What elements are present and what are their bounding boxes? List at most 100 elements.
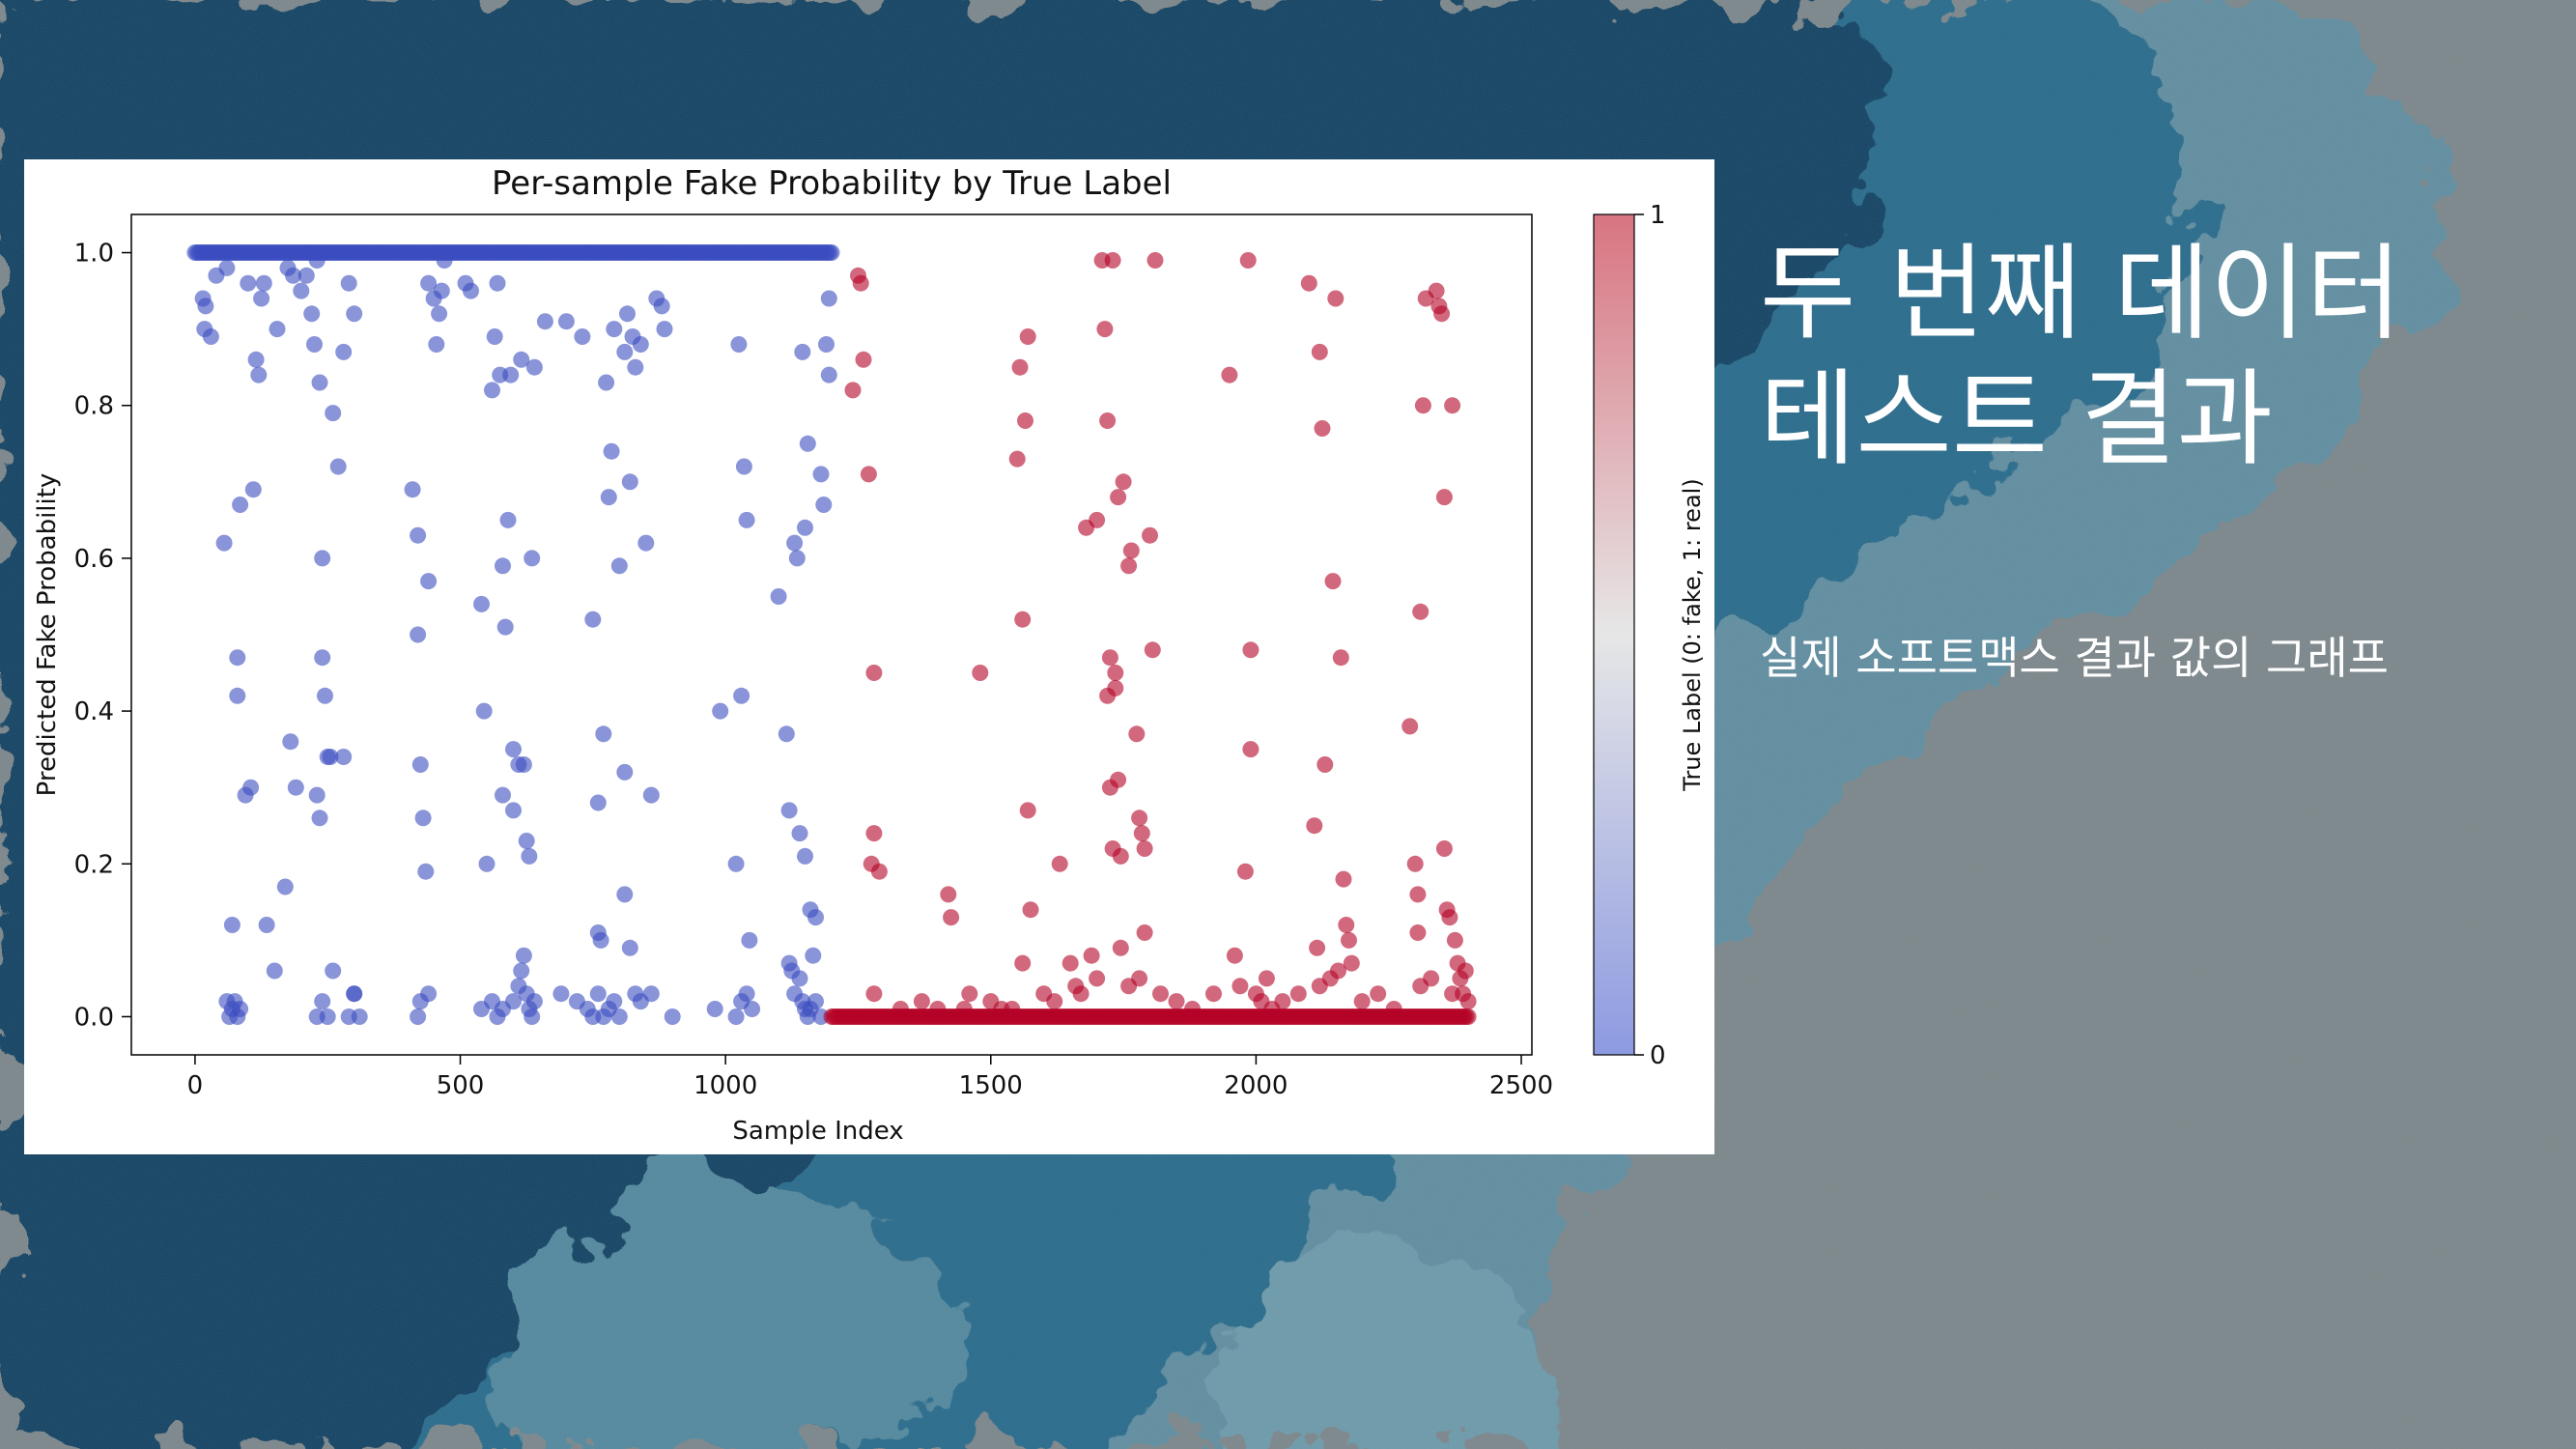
data-point xyxy=(1072,985,1090,1003)
data-point xyxy=(232,497,249,513)
data-point xyxy=(1258,970,1275,987)
heading-line-2: 테스트 결과 xyxy=(1760,359,2274,480)
data-point xyxy=(505,741,522,758)
data-point xyxy=(1107,679,1124,696)
data-point xyxy=(1226,947,1243,964)
y-tick-label: 0.6 xyxy=(74,545,114,574)
data-point xyxy=(1316,756,1334,773)
data-point xyxy=(266,962,283,980)
data-point xyxy=(276,878,294,895)
x-axis-ticks: 0 500 1000 1500 2000 2500 xyxy=(187,1055,1553,1100)
data-point xyxy=(788,550,806,567)
data-point xyxy=(255,274,272,292)
data-point xyxy=(410,1009,427,1025)
data-point xyxy=(1459,1009,1477,1025)
data-point xyxy=(244,481,262,498)
data-point xyxy=(431,305,448,323)
data-point xyxy=(1338,917,1355,933)
data-point xyxy=(1014,954,1032,972)
heading-line-1: 두 번째 데이터 xyxy=(1760,234,2402,355)
colorbar xyxy=(1593,213,1635,1056)
data-point xyxy=(610,1009,628,1025)
y-tick-label: 0.0 xyxy=(74,1003,114,1032)
data-point xyxy=(778,725,795,743)
data-point xyxy=(1115,473,1132,491)
data-point xyxy=(589,985,607,1003)
data-point xyxy=(552,985,570,1003)
data-point xyxy=(410,526,427,544)
colorbar-label: True Label (0: fake, 1: real) xyxy=(1679,478,1706,791)
data-point xyxy=(955,1001,973,1017)
slide-subtitle: 실제 소프트맥스 결과 값의 그래프 xyxy=(1760,632,2389,684)
data-point xyxy=(799,435,816,452)
data-point xyxy=(589,794,607,811)
data-point xyxy=(642,786,660,804)
data-point xyxy=(865,985,883,1003)
data-point xyxy=(325,962,342,980)
data-point xyxy=(820,366,837,384)
colorbar-tick-label: 0 xyxy=(1650,1041,1666,1070)
data-point xyxy=(1414,397,1431,414)
data-point xyxy=(865,825,883,842)
data-point xyxy=(515,947,532,964)
data-point xyxy=(436,252,453,269)
data-point xyxy=(1046,993,1063,1010)
data-point xyxy=(486,328,503,345)
data-point xyxy=(1112,939,1129,956)
data-point xyxy=(621,939,638,956)
data-point xyxy=(215,534,233,552)
data-point xyxy=(865,665,883,681)
data-point xyxy=(961,985,978,1003)
y-tick-label: 0.8 xyxy=(74,392,114,421)
data-point xyxy=(1311,978,1328,995)
data-point xyxy=(735,458,752,475)
data-point xyxy=(1221,366,1238,384)
data-point xyxy=(1242,641,1260,659)
data-point xyxy=(473,595,490,612)
data-point xyxy=(420,573,438,590)
data-point xyxy=(322,749,339,765)
data-point xyxy=(741,931,758,949)
data-point xyxy=(346,305,363,323)
data-point xyxy=(786,534,804,552)
data-point xyxy=(1144,641,1161,659)
data-point xyxy=(656,321,673,338)
data-point xyxy=(1019,328,1036,345)
data-point xyxy=(1433,305,1451,323)
data-point xyxy=(428,336,445,353)
data-point xyxy=(297,267,315,284)
data-point xyxy=(820,290,837,307)
data-point xyxy=(314,993,331,1010)
data-point xyxy=(616,886,634,903)
data-point xyxy=(730,336,748,353)
colorbar-tick-label: 1 xyxy=(1650,201,1666,230)
data-point xyxy=(1099,412,1117,429)
data-point xyxy=(598,374,615,391)
data-point xyxy=(794,343,811,360)
y-axis-label: Predicted Fake Probability xyxy=(33,473,62,797)
data-point xyxy=(346,985,363,1003)
data-point xyxy=(525,993,543,1010)
data-point xyxy=(1412,603,1430,620)
data-point xyxy=(518,833,535,849)
data-point xyxy=(592,931,609,949)
data-point xyxy=(632,336,649,353)
data-point xyxy=(1300,274,1317,292)
data-point xyxy=(606,993,623,1010)
data-point xyxy=(1314,420,1331,437)
data-point xyxy=(892,1001,909,1017)
data-point xyxy=(513,962,530,980)
scatter-chart: 0 500 1000 1500 2000 2500 0.00.20.40.60.81.0 … xyxy=(33,164,1706,1146)
data-point xyxy=(314,649,331,667)
data-point xyxy=(1239,252,1257,269)
data-point xyxy=(404,481,421,498)
data-point xyxy=(247,351,265,368)
data-point xyxy=(574,328,591,345)
data-point xyxy=(496,618,514,636)
data-point xyxy=(524,550,541,567)
data-point xyxy=(653,298,670,315)
data-point xyxy=(1104,252,1121,269)
y-tick-label: 1.0 xyxy=(74,240,114,269)
data-point xyxy=(524,1009,541,1025)
